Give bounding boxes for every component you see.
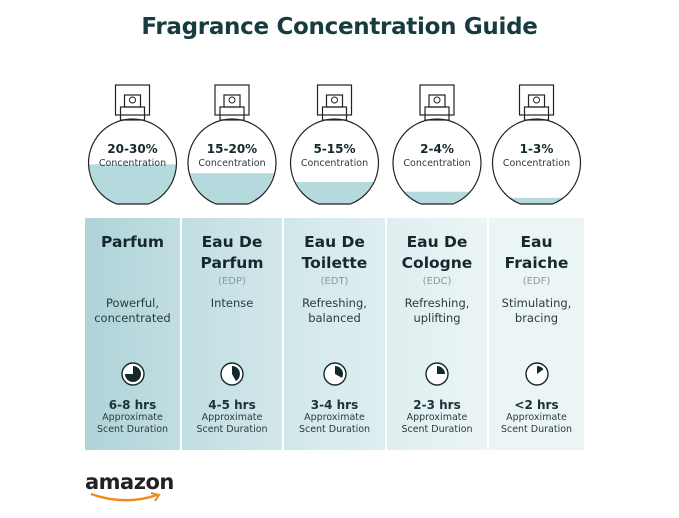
fragrance-name: Eau De Parfum (EDP) — [182, 232, 282, 290]
smile-icon — [90, 492, 161, 502]
amazon-logo: amazon — [85, 470, 174, 502]
bottle: 20-30% Concentration — [87, 84, 178, 205]
description: Refreshing, balanced — [302, 296, 367, 325]
concentration-label: Concentration — [198, 158, 265, 169]
duration-label: Approximate Scent Duration — [196, 412, 268, 435]
abbreviation: (EDC) — [422, 276, 452, 287]
duration-hours: 3-4 hrs — [310, 398, 359, 412]
bottle-neck — [119, 106, 146, 121]
bottle-neck — [523, 106, 550, 121]
bottle-cap — [214, 84, 250, 116]
fragrance-column: Parfum Powerful, concentrated 6-8 hrs App… — [85, 218, 180, 450]
duration-wedge — [124, 366, 141, 382]
duration-label: Approximate Scent Duration — [500, 412, 573, 435]
concentration-label: Concentration — [503, 158, 570, 169]
concentration-label: Concentration — [301, 158, 368, 169]
concentration-label: Concentration — [403, 158, 470, 169]
duration-wedge — [437, 366, 445, 374]
concentration-label: Concentration — [99, 158, 166, 169]
liquid-level — [492, 197, 581, 204]
fragrance-column: Eau Fraiche (EDF) Stimulating, bracing <2 h… — [489, 218, 584, 450]
abbreviation: (EDT) — [320, 276, 349, 287]
duration-clock-icon — [322, 362, 347, 386]
liquid-level — [290, 182, 379, 204]
liquid-level — [88, 164, 177, 204]
liquid-level — [188, 173, 276, 204]
duration-wedge — [536, 366, 543, 374]
duration-clock-icon — [524, 362, 549, 386]
bottle: 15-20% Concentration — [187, 84, 277, 205]
fragrance-column: Eau De Cologne (EDC) Refreshing, uplifting … — [387, 218, 487, 450]
bottle-body — [187, 118, 277, 205]
bottle-cap — [114, 84, 151, 116]
fragrance-name: Eau Fraiche (EDF) — [489, 232, 584, 290]
bottle-cap — [518, 84, 555, 116]
description: Stimulating, bracing — [501, 296, 572, 325]
bottle-body — [289, 118, 380, 205]
concentration-range: 2-4% — [420, 142, 454, 156]
bottle-neck — [219, 106, 245, 121]
bottle-body — [392, 118, 482, 205]
bottle: 2-4% Concentration — [392, 84, 482, 205]
fragrance-column: Eau De Toilette (EDT) Refreshing, balanced … — [284, 218, 385, 450]
concentration-range: 20-30% — [107, 142, 157, 156]
duration-hours: <2 hrs — [514, 398, 559, 412]
duration-label: Approximate Scent Duration — [401, 412, 473, 435]
duration-clock-icon — [220, 362, 244, 386]
fragrance-column: Eau De Parfum (EDP) Intense 4-5 hrs Approx… — [182, 218, 282, 450]
bottle-neck — [424, 106, 450, 121]
description: Intense — [210, 296, 254, 310]
abbreviation: (EDF) — [522, 276, 551, 287]
duration-wedge — [334, 366, 343, 378]
description: Refreshing, uplifting — [404, 296, 470, 325]
bottle-neck — [321, 106, 348, 121]
bottle-cap — [419, 84, 455, 116]
duration-hours: 2-3 hrs — [413, 398, 461, 412]
abbreviation: (EDP) — [218, 276, 246, 287]
duration-clock-icon — [120, 362, 145, 386]
duration-hours: 4-5 hrs — [208, 398, 256, 412]
bottle: 5-15% Concentration — [289, 84, 380, 205]
bottles: 20-30%Concentration15-20%Concentration5-… — [87, 84, 582, 205]
bottle-body — [491, 118, 582, 205]
concentration-range: 15-20% — [207, 142, 257, 156]
duration-label: Approximate Scent Duration — [96, 412, 169, 435]
bottle: 1-3% Concentration — [491, 84, 582, 205]
bottle-cap — [316, 84, 353, 116]
concentration-range: 5-15% — [313, 142, 355, 156]
concentration-range: 1-3% — [520, 142, 554, 156]
duration-wedge — [232, 366, 240, 382]
page-title: Fragrance Concentration Guide — [141, 14, 538, 40]
description: Powerful, concentrated — [94, 296, 171, 325]
liquid-level — [393, 191, 481, 204]
duration-label: Approximate Scent Duration — [298, 412, 371, 435]
duration-hours: 6-8 hrs — [108, 398, 157, 412]
fragrance-name: Eau De Toilette (EDT) — [284, 232, 385, 290]
bottle-body — [87, 118, 178, 205]
fragrance-name: Parfum — [101, 233, 164, 251]
duration-clock-icon — [425, 362, 449, 386]
fragrance-name: Eau De Cologne (EDC) — [387, 232, 487, 290]
